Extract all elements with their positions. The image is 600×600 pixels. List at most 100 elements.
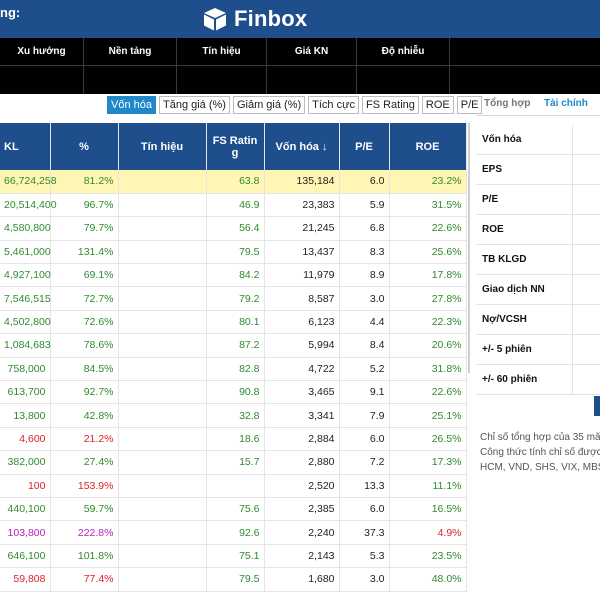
- note-line: HCM, VND, SHS, VIX, MBS.: [480, 462, 600, 473]
- table-scrollbar[interactable]: [468, 123, 470, 373]
- cell-fs-rating: 79.2: [206, 286, 265, 311]
- cell-signal: [118, 520, 207, 545]
- tab-price-down[interactable]: Giảm giá (%): [232, 96, 306, 114]
- filter-divider: [177, 65, 266, 66]
- cell-market-cap: 3,465: [264, 380, 340, 405]
- tab-fs-rating[interactable]: FS Rating: [361, 96, 419, 114]
- cell-market-cap: 23,383: [264, 193, 340, 218]
- cell-volume: 20,514,400: [0, 193, 57, 218]
- cell-roe: 20.6%: [389, 333, 467, 358]
- col-header-volume[interactable]: KL: [0, 123, 51, 170]
- summary-row: +/- 60 phiên: [476, 365, 600, 395]
- table-row[interactable]: 7,546,515 72.7% 79.2 8,587 3.0 27.8%: [0, 286, 467, 311]
- summary-row: EPS: [476, 155, 600, 185]
- tab-roe[interactable]: ROE: [421, 96, 454, 114]
- table-row[interactable]: 20,514,400 96.7% 46.9 23,383 5.9 31.5%: [0, 193, 467, 218]
- filter-fundamental[interactable]: Nền tảng: [84, 38, 177, 94]
- cell-fs-rating: 75.6: [206, 497, 265, 522]
- cell-roe: 22.6%: [389, 216, 467, 241]
- cell-signal: [118, 403, 207, 428]
- col-header-fs-rating[interactable]: FS Ratin g: [206, 123, 265, 170]
- cell-percent: 222.8%: [50, 520, 119, 545]
- cell-roe: 17.3%: [389, 450, 467, 475]
- row-divider: [572, 275, 573, 305]
- tab-price-up[interactable]: Tăng giá (%): [158, 96, 230, 114]
- filter-trend[interactable]: Xu hướng: [0, 38, 84, 94]
- cell-percent: 101.8%: [50, 544, 119, 569]
- table-row[interactable]: 382,000 27.4% 15.7 2,880 7.2 17.3%: [0, 450, 467, 475]
- summary-row: +/- 5 phiên: [476, 335, 600, 365]
- cell-pe: 8.4: [339, 333, 390, 358]
- table-row[interactable]: 4,927,100 69.1% 84.2 11,979 8.9 17.8%: [0, 263, 467, 288]
- cell-signal: [118, 193, 207, 218]
- cell-percent: 72.7%: [50, 286, 119, 311]
- cell-fs-rating: [206, 474, 265, 498]
- row-divider: [572, 185, 573, 215]
- tab-pe[interactable]: P/E: [456, 96, 483, 114]
- filter-price-kn[interactable]: Giá KN: [267, 38, 357, 94]
- cell-pe: 8.9: [339, 263, 390, 288]
- finbox-logo[interactable]: Finbox: [202, 3, 307, 35]
- filter-label: Nền tảng: [108, 46, 152, 57]
- table-row[interactable]: 59,808 77.4% 79.5 1,680 3.0 48.0%: [0, 567, 467, 592]
- right-tabs: Tổng hợp Tài chính: [476, 94, 600, 116]
- table-header-row: KL % Tín hiệu FS Ratin g Vốn hóa ↓ P/E R…: [0, 123, 467, 170]
- cell-volume: 4,927,100: [0, 263, 51, 288]
- panel-action-button[interactable]: [594, 396, 600, 416]
- cell-roe: 27.8%: [389, 286, 467, 311]
- top-header: ng: Finbox: [0, 0, 600, 38]
- cell-pe: 3.0: [339, 567, 390, 592]
- filter-signal[interactable]: Tín hiệu: [177, 38, 267, 94]
- table-row[interactable]: 646,100 101.8% 75.1 2,143 5.3 23.5%: [0, 544, 467, 569]
- summary-row: Vốn hóa: [476, 125, 600, 155]
- cell-signal: [118, 450, 207, 475]
- cell-signal: [118, 474, 207, 498]
- table-row[interactable]: 613,700 92.7% 90.8 3,465 9.1 22.6%: [0, 380, 467, 405]
- cell-fs-rating: 79.5: [206, 567, 265, 592]
- col-header-pe[interactable]: P/E: [339, 123, 390, 170]
- filter-label: Xu hướng: [17, 46, 66, 57]
- cell-fs-rating: 32.8: [206, 403, 265, 428]
- tab-finance[interactable]: Tài chính: [544, 98, 588, 109]
- table-row[interactable]: 66,724,258 81.2% 63.8 135,184 6.0 23.2%: [0, 170, 467, 194]
- table-row[interactable]: 13,800 42.8% 32.8 3,341 7.9 25.1%: [0, 403, 467, 428]
- table-row[interactable]: 5,461,000 131.4% 79.5 13,437 8.3 25.6%: [0, 240, 467, 265]
- tab-market-cap[interactable]: Vốn hóa: [107, 96, 156, 114]
- cell-pe: 6.0: [339, 497, 390, 522]
- cell-market-cap: 2,240: [264, 520, 340, 545]
- cell-volume: 613,700: [0, 380, 51, 405]
- table-row[interactable]: 4,580,800 79.7% 56.4 21,245 6.8 22.6%: [0, 216, 467, 241]
- col-header-market-cap[interactable]: Vốn hóa ↓: [264, 123, 340, 170]
- filter-divider: [0, 65, 83, 66]
- cell-market-cap: 5,994: [264, 333, 340, 358]
- cell-percent: 77.4%: [50, 567, 119, 592]
- table-row[interactable]: 4,600 21.2% 18.6 2,884 6.0 26.5%: [0, 427, 467, 452]
- cell-market-cap: 2,520: [264, 474, 340, 498]
- cell-market-cap: 8,587: [264, 286, 340, 311]
- table-row[interactable]: 1,084,683 78.6% 87.2 5,994 8.4 20.6%: [0, 333, 467, 358]
- cell-pe: 6.8: [339, 216, 390, 241]
- cell-volume: 4,502,800: [0, 310, 51, 335]
- cell-signal: [118, 263, 207, 288]
- cell-market-cap: 2,880: [264, 450, 340, 475]
- cell-market-cap: 2,143: [264, 544, 340, 569]
- table-row[interactable]: 103,800 222.8% 92.6 2,240 37.3 4.9%: [0, 520, 467, 545]
- filter-noise[interactable]: Độ nhiễu: [357, 38, 450, 94]
- table-row[interactable]: 100 153.9% 2,520 13.3 11.1%: [0, 474, 467, 498]
- col-header-signal[interactable]: Tín hiệu: [118, 123, 207, 170]
- col-header-percent[interactable]: %: [50, 123, 119, 170]
- tab-positive[interactable]: Tích cực: [308, 96, 359, 114]
- filter-extra[interactable]: [450, 38, 600, 94]
- summary-label: +/- 60 phiên: [482, 374, 538, 385]
- table-row[interactable]: 758,000 84.5% 82.8 4,722 5.2 31.8%: [0, 357, 467, 382]
- table-row[interactable]: 440,100 59.7% 75.6 2,385 6.0 16.5%: [0, 497, 467, 522]
- table-row[interactable]: 4,502,800 72.6% 80.1 6,123 4.4 22.3%: [0, 310, 467, 335]
- summary-row: Nợ/VCSH: [476, 305, 600, 335]
- cell-fs-rating: 92.6: [206, 520, 265, 545]
- col-header-roe[interactable]: ROE: [389, 123, 467, 170]
- tab-summary[interactable]: Tổng hợp: [484, 98, 531, 109]
- cell-volume: 66,724,258: [0, 170, 57, 194]
- cell-roe: 25.1%: [389, 403, 467, 428]
- cell-volume: 7,546,515: [0, 286, 51, 311]
- cell-roe: 16.5%: [389, 497, 467, 522]
